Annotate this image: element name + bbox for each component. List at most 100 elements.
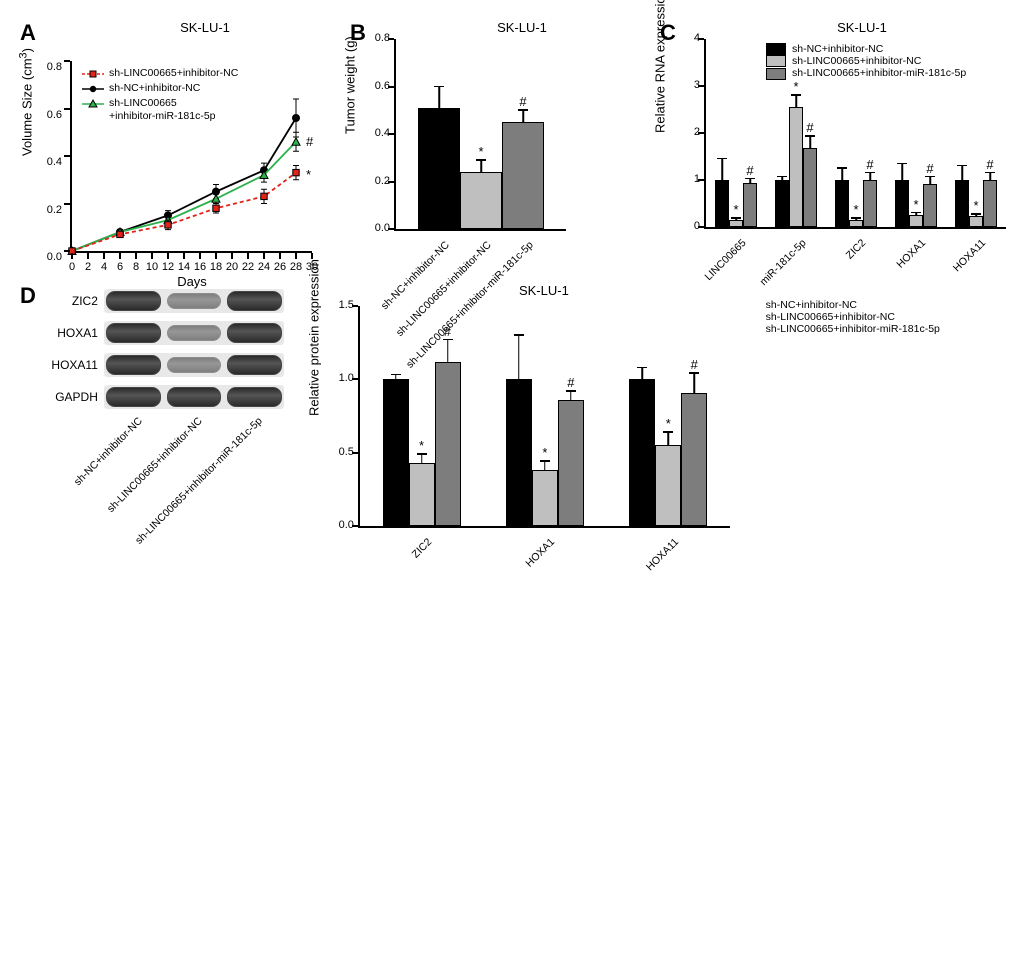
bar xyxy=(955,180,969,227)
panel-b: B SK-LU-1 Tumor weight (g) 0.00.20.40.60… xyxy=(350,20,650,253)
legend-label: sh-LINC00665+inhibitor-miR-181c-5p xyxy=(792,67,966,79)
bar xyxy=(715,180,729,227)
sig-annotation: # xyxy=(746,163,753,178)
wb-lane-labels: sh-NC+inhibitor-NCsh-LINC00665+inhibitor… xyxy=(48,409,284,569)
panel-c-legend: sh-NC+inhibitor-NC sh-LINC00665+inhibito… xyxy=(766,43,966,80)
bar xyxy=(409,463,435,526)
wb-row-label: HOXA11 xyxy=(48,358,104,372)
legend-label: sh-NC+inhibitor-NC xyxy=(766,299,857,311)
x-category-label: HOXA11 xyxy=(643,536,680,573)
panel-c-plot: Relative RNA expression sh-NC+inhibitor-… xyxy=(704,39,1006,229)
legend-label: sh-LINC00665+inhibitor-miR-181c-5p xyxy=(109,97,216,123)
x-category-label: ZIC2 xyxy=(409,536,434,561)
bar xyxy=(803,148,817,227)
panel-b-ylabel: Tumor weight (g) xyxy=(343,36,358,134)
legend-label: sh-LINC00665+inhibitor-NC xyxy=(109,67,238,80)
legend-item: sh-LINC00665+inhibitor-miR-181c-5p xyxy=(766,323,940,335)
legend-item: sh-NC+inhibitor-NC xyxy=(766,43,966,55)
panel-a-label: A xyxy=(20,20,36,46)
x-category-label: HOXA11 xyxy=(951,237,988,274)
panel-b-title: SK-LU-1 xyxy=(394,20,650,35)
circle-marker-icon xyxy=(82,84,104,94)
swatch-icon xyxy=(766,43,786,55)
panel-a: A SK-LU-1 Volume Size (cm3) Days sh-LINC… xyxy=(20,20,340,253)
x-category-label: LINC00665 xyxy=(702,237,748,283)
legend-label: sh-NC+inhibitor-NC xyxy=(109,82,200,95)
legend-item: sh-LINC00665+inhibitor-NC xyxy=(766,311,940,323)
bar xyxy=(923,184,937,227)
bar xyxy=(629,379,655,526)
sig-annotation: # xyxy=(519,94,526,109)
legend-item: sh-LINC00665+inhibitor-miR-181c-5p xyxy=(766,67,966,79)
panel-a-plot: Volume Size (cm3) Days sh-LINC00665+inhi… xyxy=(70,61,312,253)
sig-annotation: * xyxy=(419,438,424,453)
legend-item: sh-NC+inhibitor-NC xyxy=(766,299,940,311)
panel-d-legend: sh-NC+inhibitor-NC sh-LINC00665+inhibito… xyxy=(766,299,940,335)
wb-row-label: ZIC2 xyxy=(48,294,104,308)
panel-d-label: D xyxy=(20,283,36,309)
legend-row-c3: sh-LINC00665+inhibitor-miR-181c-5p xyxy=(82,97,238,123)
square-marker-icon xyxy=(82,69,104,79)
sig-annotation: * xyxy=(666,416,671,431)
wb-row-label: HOXA1 xyxy=(48,326,104,340)
sig-annotation: # xyxy=(926,161,933,176)
bar xyxy=(775,180,789,227)
wb-row xyxy=(104,353,284,377)
bar xyxy=(969,216,983,227)
panel-a-title: SK-LU-1 xyxy=(70,20,340,35)
sig-annotation: * xyxy=(853,202,858,217)
bar xyxy=(729,220,743,227)
wb-band xyxy=(227,355,282,375)
bar xyxy=(558,400,584,526)
panel-c-ylabel: Relative RNA expression xyxy=(653,0,668,133)
wb-band xyxy=(106,291,161,311)
bar xyxy=(743,183,757,227)
bar xyxy=(435,362,461,526)
panel-d-right: SK-LU-1 Relative protein expression 0.00… xyxy=(314,283,730,528)
sig-annotation: * xyxy=(973,198,978,213)
panel-c: C SK-LU-1 Relative RNA expression sh-NC+… xyxy=(660,20,1020,253)
bar xyxy=(789,107,803,227)
legend-label: sh-LINC00665+inhibitor-miR-181c-5p xyxy=(766,323,940,335)
wb-band xyxy=(227,323,282,343)
wb-band xyxy=(106,323,161,343)
legend-row-c2: sh-LINC00665+inhibitor-NC xyxy=(82,67,238,80)
bar xyxy=(460,172,502,229)
bar xyxy=(506,379,532,526)
bar xyxy=(909,215,923,227)
panel-a-legend: sh-LINC00665+inhibitor-NC sh-NC+inhibito… xyxy=(82,67,238,126)
x-category-label: HOXA1 xyxy=(895,237,929,271)
bar xyxy=(383,379,409,526)
triangle-marker-icon xyxy=(82,99,104,109)
bar xyxy=(502,122,544,229)
wb-lane-label: sh-LINC00665+inhibitor-miR-181c-5p xyxy=(133,415,265,547)
panel-c-title: SK-LU-1 xyxy=(704,20,1020,35)
wb-row xyxy=(104,385,284,409)
bar xyxy=(681,393,707,526)
panel-b-plot: Tumor weight (g) 0.00.20.40.60.8*#sh-NC+… xyxy=(394,39,566,231)
legend-item: sh-LINC00665+inhibitor-NC xyxy=(766,55,966,67)
sig-annotation: # xyxy=(866,157,873,172)
figure: A SK-LU-1 Volume Size (cm3) Days sh-LINC… xyxy=(20,20,1000,569)
sig-annotation: # xyxy=(806,120,813,135)
hash-annotation: # xyxy=(306,134,313,149)
wb-band xyxy=(227,291,282,311)
wb-band xyxy=(167,387,222,407)
panel-d: D ZIC2HOXA1HOXA11GAPDH sh-NC+inhibitor-N… xyxy=(20,283,1020,569)
western-blot: ZIC2HOXA1HOXA11GAPDH sh-NC+inhibitor-NCs… xyxy=(48,283,284,569)
sig-annotation: * xyxy=(913,197,918,212)
sig-annotation: # xyxy=(444,324,451,339)
panel-d-ylabel: Relative protein expression xyxy=(306,259,321,416)
wb-band xyxy=(227,387,282,407)
legend-label: sh-LINC00665+inhibitor-NC xyxy=(792,55,921,67)
wb-band xyxy=(167,293,222,309)
x-category-label: ZIC2 xyxy=(844,237,869,262)
sig-annotation: * xyxy=(793,79,798,94)
sig-annotation: # xyxy=(567,375,574,390)
bar xyxy=(863,180,877,227)
bar xyxy=(418,108,460,229)
sig-annotation: * xyxy=(478,144,483,159)
wb-grid: ZIC2HOXA1HOXA11GAPDH xyxy=(48,289,284,409)
bar xyxy=(895,180,909,227)
sig-annotation: * xyxy=(733,202,738,217)
